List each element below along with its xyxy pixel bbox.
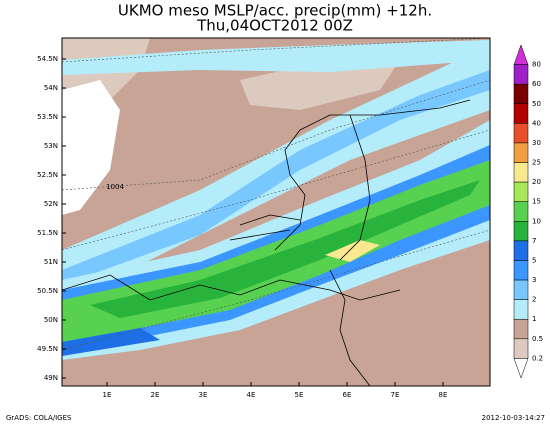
colorbar-label: 3 — [532, 276, 536, 284]
coastline — [229, 214, 301, 241]
lat-label: 54.5N — [37, 55, 58, 63]
lon-label: 8E — [439, 391, 448, 399]
lat-label: 54N — [44, 84, 58, 92]
colorbar-label: 2 — [532, 296, 536, 304]
colorbar-label: 25 — [532, 159, 541, 167]
colorbar-label: 10 — [532, 217, 541, 225]
isobar — [62, 38, 490, 63]
colorbar-swatch — [513, 318, 529, 340]
isobars — [62, 38, 490, 351]
colorbar-swatch — [513, 240, 529, 261]
coastlines — [62, 99, 471, 386]
footer-right: 2012-10-03-14:27 — [482, 414, 545, 422]
colorbar-label: 7 — [532, 237, 536, 245]
field-band — [62, 70, 490, 285]
subtitle: Thu,04OCT2012 00Z — [196, 17, 353, 35]
colorbar-swatch — [513, 64, 529, 85]
lat-label: 51.5N — [37, 229, 58, 237]
lat-label: 52.5N — [37, 171, 58, 179]
isobar — [62, 129, 490, 251]
colorbar-label: 60 — [532, 80, 541, 88]
precip-field — [62, 38, 490, 386]
colorbar-swatch — [513, 279, 529, 300]
lon-label: 5E — [295, 391, 304, 399]
colorbar-swatch — [513, 123, 529, 144]
colorbar-label: 20 — [532, 178, 541, 186]
field-band — [90, 180, 480, 318]
lon-label: 4E — [247, 391, 256, 399]
colorbar-swatch — [513, 221, 529, 242]
coastline — [62, 274, 401, 301]
isobar — [62, 229, 490, 351]
colorbar-cap — [513, 358, 529, 379]
colorbar-swatch — [513, 201, 529, 222]
field-band — [62, 40, 490, 75]
field-light — [240, 60, 400, 110]
colorbar-label: 1 — [532, 315, 536, 323]
colorbar-swatch — [513, 103, 529, 124]
isobar — [62, 79, 490, 191]
lat-label: 53.5N — [37, 113, 58, 121]
colorbar-swatch — [513, 142, 529, 163]
lat-label: 50N — [44, 316, 58, 324]
colorbar-swatch — [513, 338, 529, 359]
lon-label: 1E — [103, 391, 112, 399]
field-band — [62, 328, 160, 356]
colorbar-label: 0.2 — [532, 354, 543, 362]
colorbar-swatch — [513, 162, 529, 183]
lat-label: 49.5N — [37, 345, 58, 353]
colorbar-label: 50 — [532, 100, 541, 108]
field-white — [62, 80, 120, 215]
colorbar-label: 30 — [532, 139, 541, 147]
lon-label: 7E — [391, 391, 400, 399]
border — [339, 114, 371, 261]
colorbar-swatch — [513, 260, 529, 281]
footer-left: GrADS: COLA/IGES — [6, 414, 72, 422]
colorbar-cap — [513, 44, 529, 65]
border — [329, 269, 371, 386]
colorbar-swatch — [513, 83, 529, 105]
lat-label: 51N — [44, 258, 58, 266]
lat-label: 49N — [44, 374, 58, 382]
colorbar-label: 80 — [532, 61, 541, 69]
lon-label: 2E — [151, 391, 160, 399]
colorbar-label: 0.5 — [532, 335, 543, 343]
colorbar-swatch — [513, 299, 529, 320]
isobar-label: 1004 — [106, 183, 124, 191]
colorbar-label: 40 — [532, 119, 541, 127]
lon-label: 6E — [343, 391, 352, 399]
colorbar-swatch — [513, 181, 529, 202]
coastline — [274, 99, 471, 251]
title: UKMO meso MSLP/acc. precip(mm) +12h. — [118, 2, 432, 20]
map-frame — [61, 37, 491, 387]
colorbar-label: 5 — [532, 256, 536, 264]
lon-label: 3E — [199, 391, 208, 399]
lat-label: 50.5N — [37, 287, 58, 295]
colorbar-label: 15 — [532, 198, 541, 206]
lat-label: 53N — [44, 142, 58, 150]
lat-label: 52N — [44, 200, 58, 208]
field-peak — [325, 240, 380, 262]
